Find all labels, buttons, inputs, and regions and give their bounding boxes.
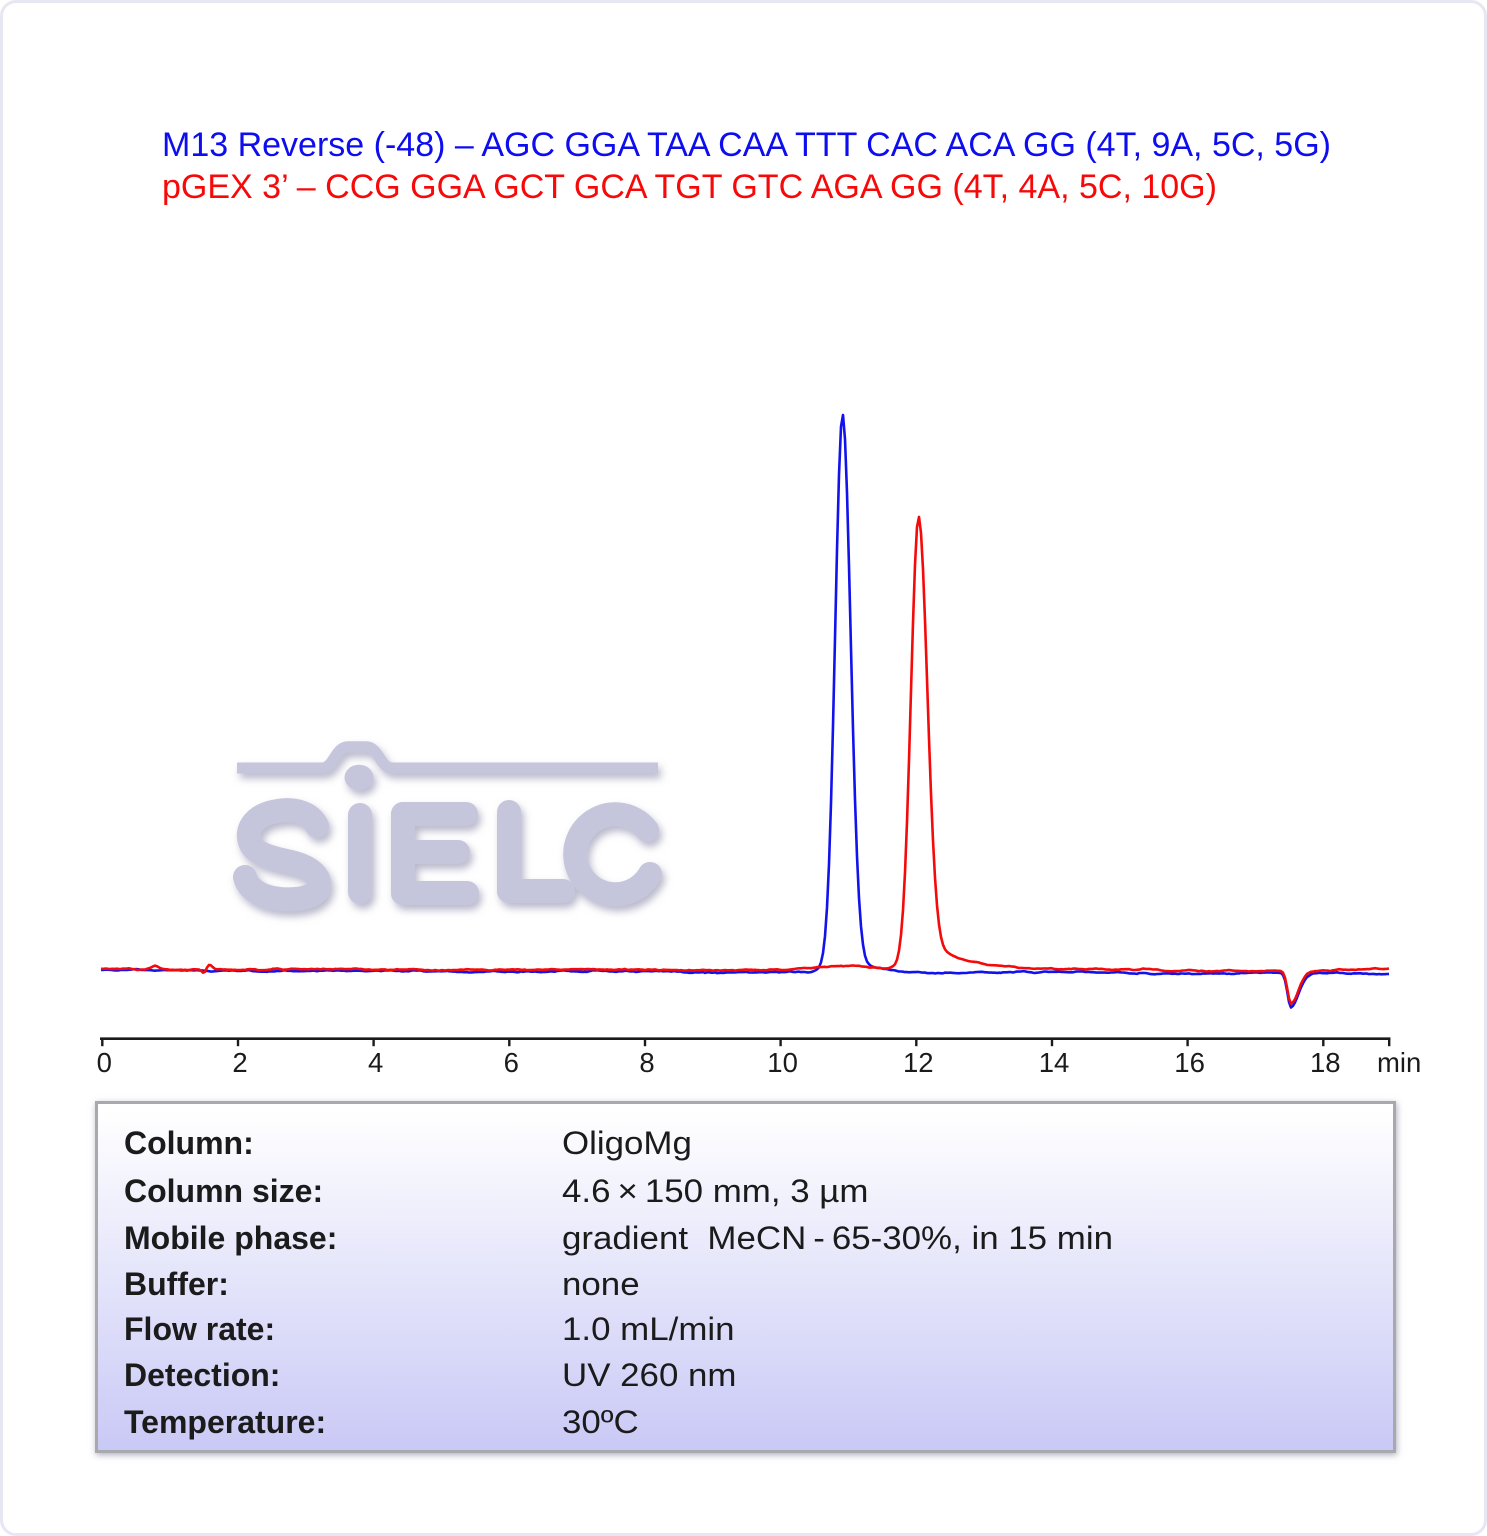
svg-text:8: 8 xyxy=(639,1047,654,1078)
svg-text:6: 6 xyxy=(504,1047,519,1078)
svg-text:16: 16 xyxy=(1174,1047,1205,1078)
svg-text:4: 4 xyxy=(368,1047,383,1078)
svg-text:14: 14 xyxy=(1039,1047,1070,1078)
svg-text:10: 10 xyxy=(767,1047,798,1078)
svg-text:2: 2 xyxy=(232,1047,247,1078)
svg-text:12: 12 xyxy=(903,1047,934,1078)
svg-text:min: min xyxy=(1377,1047,1421,1078)
svg-text:0: 0 xyxy=(97,1047,112,1078)
svg-text:18: 18 xyxy=(1310,1047,1341,1078)
